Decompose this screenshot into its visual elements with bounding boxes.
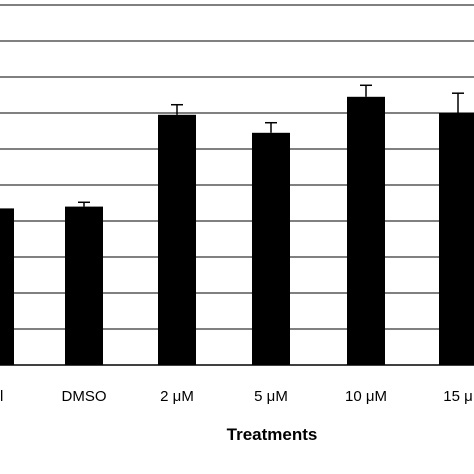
x-tick-label: rol xyxy=(0,388,3,405)
bar xyxy=(158,114,196,365)
bar xyxy=(0,208,14,365)
bars xyxy=(0,96,474,366)
error-bars xyxy=(78,84,464,207)
bar xyxy=(347,96,385,366)
bar xyxy=(439,113,474,365)
x-tick-label: DMSO xyxy=(62,388,107,405)
bar xyxy=(252,132,290,365)
x-tick-label: 15 μ xyxy=(443,388,473,405)
x-tick-label: 2 μM xyxy=(160,388,194,405)
x-tick-label: 10 μM xyxy=(345,388,387,405)
x-tick-label: 5 μM xyxy=(254,388,288,405)
x-axis-title: Treatments xyxy=(227,425,318,444)
bar xyxy=(65,206,103,365)
x-tick-labels: rol DMSO 2 μM 5 μM 10 μM 15 μ xyxy=(0,388,473,405)
